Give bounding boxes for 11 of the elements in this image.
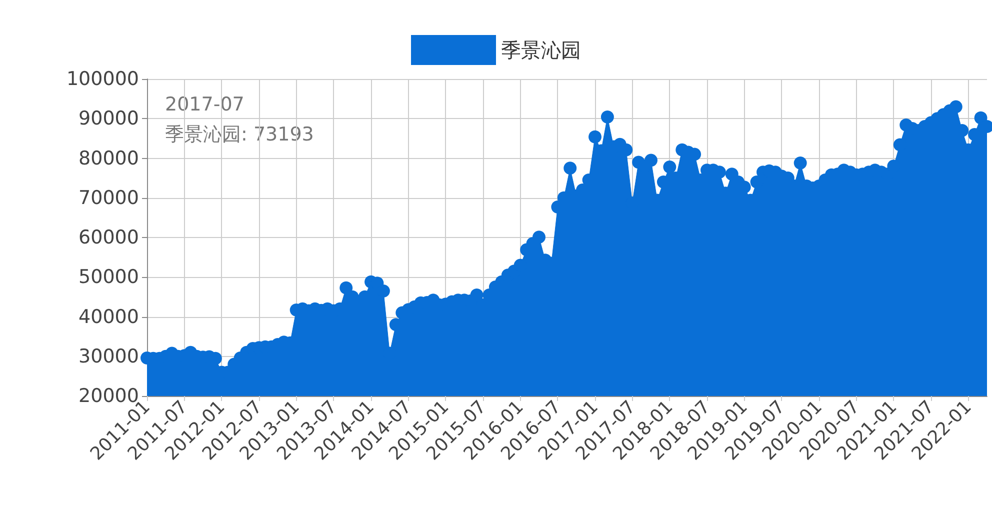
annotation: 2017-07 [165,94,244,116]
y-tick-label: 70000 [78,186,139,209]
y-tick-label: 60000 [78,226,139,248]
y-tick-label: 50000 [78,266,139,288]
y-tick-label: 80000 [78,147,139,170]
y-tick-label: 40000 [78,306,139,328]
y-tick-label: 90000 [78,108,139,130]
y-tick-label: 30000 [78,345,139,368]
annotation: 季景沁园: 73193 [165,124,314,146]
legend-label: 季景沁园 [501,38,581,62]
y-tick-label: 100000 [66,68,139,90]
